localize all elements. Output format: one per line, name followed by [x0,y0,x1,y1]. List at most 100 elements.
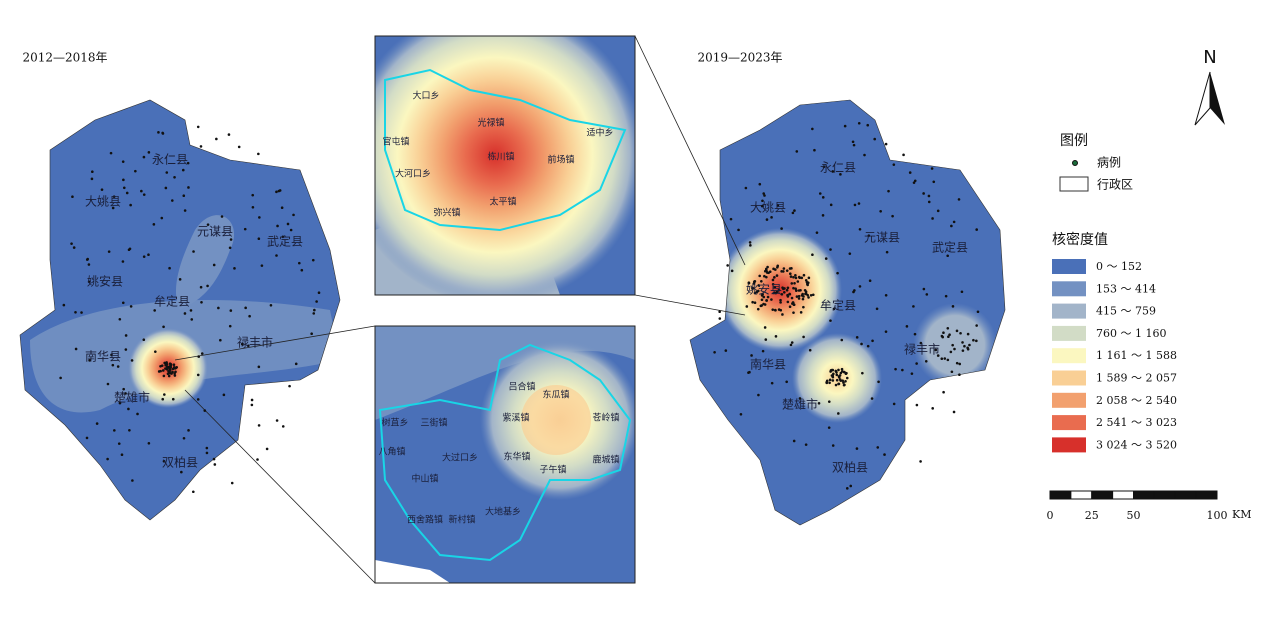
case-dot [90,177,94,181]
case-dot [770,381,774,385]
case-dot [763,269,767,273]
case-dot [72,246,76,249]
case-dot [292,213,295,217]
case-dot [811,253,814,256]
scale-segment [1112,490,1134,500]
case-dot [244,306,247,310]
case-dot [922,192,925,195]
case-dot [213,463,217,466]
case-dot [902,153,905,157]
case-dot [228,246,232,250]
town-label: 中山镇 [411,473,438,485]
case-dot [247,344,250,348]
case-dot [976,310,980,314]
town-label: 苍岭镇 [592,412,619,424]
county-label: 姚安县 [746,282,782,297]
case-dot [798,276,802,280]
case-dot [164,186,168,190]
case-dot [745,305,749,308]
case-dot [806,293,809,297]
county-label: 禄丰市 [904,342,940,357]
case-dot [315,300,318,303]
case-dot [942,390,945,394]
case-dot [891,214,894,218]
case-dot [835,378,839,382]
case-dot [74,347,78,351]
case-dot [203,409,207,412]
case-dot [763,274,766,278]
case-dot [876,446,880,449]
legend-swatch [1052,259,1086,274]
scale-segment [1091,490,1114,500]
case-dot [858,285,862,288]
case-dot [961,349,965,352]
case-dot [265,447,269,451]
case-dot [107,250,111,253]
case-dot [752,282,756,285]
county-label: 永仁县 [820,161,856,175]
case-dot [161,397,165,401]
county-label: 南华县 [85,349,121,364]
case-dot [783,290,786,294]
case-dot [173,374,177,377]
case-dot [952,410,956,414]
case-dot [912,305,915,308]
case-dot [758,274,761,278]
case-dot [831,170,835,173]
case-dot [860,342,863,346]
case-dot [729,217,733,221]
case-dot [770,216,773,219]
case-dot [289,228,293,232]
town-label: 官屯镇 [382,136,409,148]
case-dot [773,285,777,289]
case-dot [775,274,779,277]
case-dot [243,227,247,231]
town-label: 子午镇 [539,464,566,476]
case-dot [788,305,792,309]
case-dot [765,275,768,279]
case-dot [790,341,794,344]
case-dot [111,206,115,210]
case-dot [753,301,757,305]
inset-bottom [375,326,635,583]
case-dot [136,412,139,416]
case-dot [91,170,94,174]
scale-segment [1174,490,1197,500]
case-dot [121,160,125,163]
legend-class: 3 024 ～ 3 520 [1096,438,1177,451]
case-dot [171,367,175,371]
case-dot [747,281,751,285]
town-label: 东华镇 [503,451,530,463]
case-dot [300,268,304,272]
case-dot [771,278,775,282]
case-dot [863,153,866,157]
case-dot [758,182,762,186]
case-dot [257,424,261,427]
map-title: 2012—2018年 [22,51,107,65]
case-dot [934,348,938,352]
legend-class: 0 ～ 152 [1096,260,1142,273]
case-dot [761,199,764,203]
town-label: 新村镇 [448,514,475,526]
case-dot [771,308,775,311]
case-dot [796,280,800,283]
case-dot [875,307,879,311]
case-dot [792,303,796,306]
case-dot [122,387,125,391]
case-dot [129,305,133,308]
case-dot [229,238,233,241]
case-dot [828,378,832,382]
case-dot [713,350,716,354]
case-dot [912,181,916,184]
case-dot [206,284,209,288]
case-dot [790,282,794,285]
case-dot [919,460,922,463]
case-dot [792,275,795,279]
case-dot [187,429,190,432]
case-dot [165,365,169,369]
case-dot [162,374,166,378]
case-dot [200,352,204,355]
case-dot [730,269,734,273]
case-dot [946,326,950,330]
case-dot [248,314,251,318]
